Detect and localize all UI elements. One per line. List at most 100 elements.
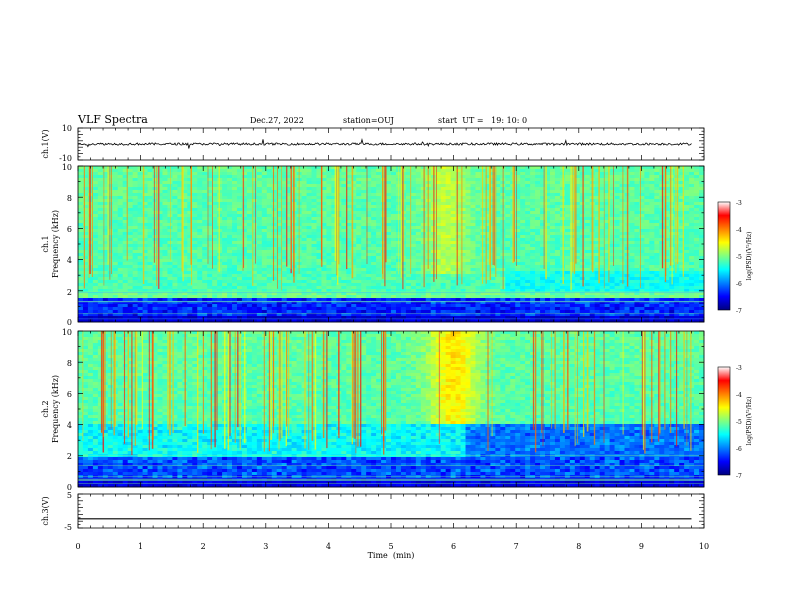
spectrogram-cell [520, 172, 525, 175]
spectrogram-cell [620, 172, 625, 175]
spectrogram-cell [267, 202, 272, 205]
spectrogram-cell [341, 256, 346, 259]
spectrogram-cell [312, 271, 317, 274]
spectrogram-cell [530, 229, 535, 232]
spectrogram-cell [466, 241, 471, 244]
spectrogram-cell [674, 214, 679, 217]
spectrogram-cell [376, 259, 381, 262]
spectrogram-cell [138, 193, 143, 196]
spectrogram-cell [674, 271, 679, 274]
spectrogram-cell [610, 196, 615, 199]
spectrogram-cell [83, 241, 88, 244]
spectrogram-cell [83, 169, 88, 172]
spectrogram-cell [644, 220, 649, 223]
spectrogram-cell [629, 241, 634, 244]
spectrogram-cell [267, 265, 272, 268]
spectrogram-cell [391, 256, 396, 259]
spectrogram-cell [192, 259, 197, 262]
spectrogram-cell [689, 262, 694, 265]
spectrogram-cell [83, 238, 88, 241]
spectrogram-cell [128, 223, 133, 226]
spectrogram-cell [684, 250, 689, 253]
spectrogram-cell [197, 262, 202, 265]
spectrogram-cell [148, 220, 153, 223]
spectrogram-cell [674, 265, 679, 268]
spectrogram-cell [113, 211, 118, 214]
spectrogram-cell [237, 226, 242, 229]
spectrogram-cell [386, 172, 391, 175]
spectrogram-cell [480, 175, 485, 178]
spectrogram-cell [356, 223, 361, 226]
spectrogram-cell [78, 256, 83, 259]
spectrogram-cell [341, 229, 346, 232]
spectrogram-cell [307, 214, 312, 217]
spectrogram-cell [212, 166, 217, 169]
spectrogram-cell [341, 190, 346, 193]
spectrogram-cell [644, 256, 649, 259]
spectrogram-cell [634, 175, 639, 178]
spectrogram-cell [634, 226, 639, 229]
spectrogram-cell [615, 211, 620, 214]
spectrogram-cell [307, 202, 312, 205]
spectrogram-cell [312, 223, 317, 226]
spectrogram-cell [326, 259, 331, 262]
spectrogram-cell [649, 229, 654, 232]
spectrogram-cell [470, 271, 475, 274]
spectrogram-cell [565, 262, 570, 265]
spectrogram-cell [93, 277, 98, 280]
spectrogram-cell [237, 205, 242, 208]
spectrogram-cell [341, 217, 346, 220]
spectrogram-cell [684, 262, 689, 265]
spectrogram-cell [451, 217, 456, 220]
spectrogram-cell [649, 226, 654, 229]
spectrogram-cell [456, 265, 461, 268]
spectrogram-cell [98, 217, 103, 220]
spectrogram-cell [550, 262, 555, 265]
spectrogram-cell [272, 256, 277, 259]
spectrogram-cell [535, 181, 540, 184]
spectrogram-cell [312, 229, 317, 232]
spectrogram-cell [371, 172, 376, 175]
spectrogram-cell [654, 280, 659, 283]
spectrogram-cell [133, 169, 138, 172]
spectrogram-cell [133, 202, 138, 205]
spectrogram-cell [366, 280, 371, 283]
spectrogram-cell [480, 238, 485, 241]
spectrogram-cell [172, 232, 177, 235]
spectrogram-cell [654, 271, 659, 274]
spectrogram-cell [456, 202, 461, 205]
spectrogram-cell [123, 271, 128, 274]
spectrogram-cell [148, 172, 153, 175]
spectrogram-cell [133, 265, 138, 268]
spectrogram-cell [202, 274, 207, 277]
spectrogram-cell [257, 166, 262, 169]
spectrogram-cell [356, 265, 361, 268]
spectrogram-cell [262, 241, 267, 244]
spectrogram-cell [237, 244, 242, 247]
spectrogram-cell [610, 229, 615, 232]
spectrogram-cell [674, 232, 679, 235]
spectrogram-cell [376, 274, 381, 277]
spectrogram-cell [416, 202, 421, 205]
spectrogram-cell [530, 268, 535, 271]
spectrogram-cell [565, 190, 570, 193]
spectrogram-cell [316, 271, 321, 274]
spectrogram-cell [247, 277, 252, 280]
spectrogram-cell [222, 232, 227, 235]
spectrogram-cell [237, 208, 242, 211]
spectrogram-cell [446, 202, 451, 205]
spectrogram-cell [421, 232, 426, 235]
spectrogram-cell [505, 232, 510, 235]
spectrogram-cell [113, 256, 118, 259]
spectrogram-cell [649, 172, 654, 175]
spectrogram-cell [212, 229, 217, 232]
spectrogram-cell [550, 271, 555, 274]
spectrogram-cell [376, 190, 381, 193]
spectrogram-cell [272, 232, 277, 235]
spectrogram-cell [520, 250, 525, 253]
spectrogram-cell [470, 235, 475, 238]
spectrogram-cell [326, 223, 331, 226]
spectrogram-cell [555, 244, 560, 247]
spectrogram-cell [302, 247, 307, 250]
spectrogram-cell [451, 232, 456, 235]
